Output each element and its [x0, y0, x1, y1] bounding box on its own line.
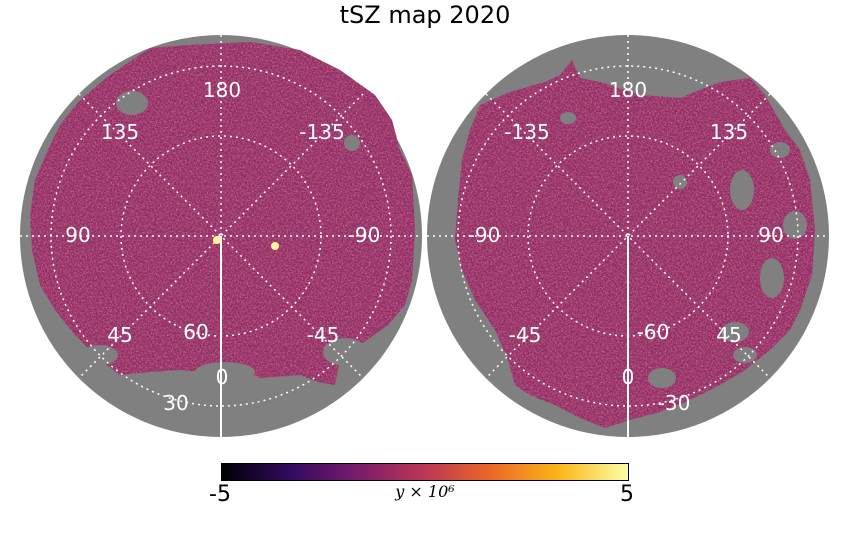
- south-lon-label: 90: [758, 223, 783, 247]
- north-bright-cluster: [271, 242, 279, 250]
- south-lon-label: 45: [716, 323, 741, 347]
- south-lon-label: 180: [609, 78, 647, 102]
- north-lon-label: 45: [107, 323, 132, 347]
- figure-title: tSZ map 2020: [339, 1, 511, 29]
- north-bright-cluster: [213, 236, 221, 244]
- north-hemisphere-map: 180 135 -135 90 -90 45 -45 0 60 30: [20, 35, 422, 437]
- north-lon-label: -90: [348, 223, 381, 247]
- colorbar-max-label: 5: [620, 482, 634, 507]
- south-lon-label: -135: [504, 120, 549, 144]
- north-mask-holes: [82, 91, 367, 382]
- south-mask-holes: [560, 112, 807, 388]
- south-hemisphere-map: 180 -135 135 -90 90 -45 45 0 -60 -30: [427, 35, 829, 437]
- north-lon-label: -135: [299, 120, 344, 144]
- north-lon-label: -45: [307, 323, 340, 347]
- colorbar-label: y × 10⁶: [395, 482, 455, 501]
- north-lon-label: 135: [101, 120, 139, 144]
- colorbar: [221, 463, 629, 481]
- south-lon-label: 0: [622, 365, 635, 389]
- south-lon-label: -45: [509, 323, 542, 347]
- north-lat-label: 60: [183, 320, 208, 344]
- projection-maps: 180 135 -135 90 -90 45 -45 0 60 30: [20, 35, 829, 437]
- north-lat-label: 30: [163, 391, 188, 415]
- north-lon-label: 0: [216, 365, 229, 389]
- south-lat-label: -30: [658, 391, 691, 415]
- north-lon-label: 90: [65, 223, 90, 247]
- south-lon-label: -90: [468, 223, 501, 247]
- colorbar-min-label: -5: [209, 482, 231, 507]
- south-lat-label: -60: [637, 320, 670, 344]
- north-lon-label: 180: [203, 78, 241, 102]
- south-lon-label: 135: [710, 120, 748, 144]
